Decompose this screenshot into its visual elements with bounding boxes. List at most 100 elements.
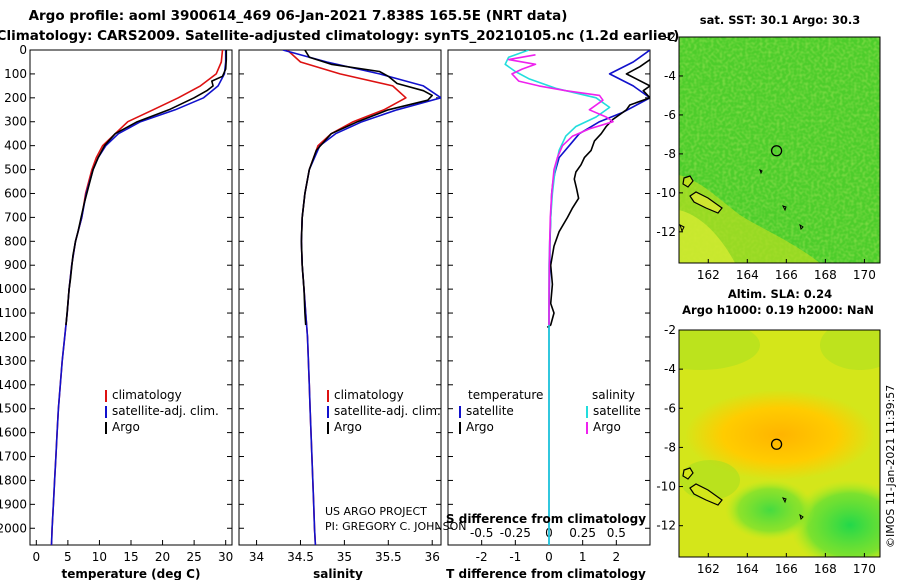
sla-map-axes: 162 164 166 168 170 -2 -4 -6 -8 -10 -12 [656, 323, 875, 576]
x-tick-label: 34.5 [287, 550, 314, 564]
series-line [50, 50, 227, 545]
x-tick-label: 15 [123, 550, 138, 564]
y-tick-label: 1500 [0, 402, 27, 416]
map-y-tick-label: -8 [664, 440, 676, 454]
y-tick-label: 700 [4, 210, 27, 224]
y-tick-label: 1900 [0, 497, 27, 511]
map-x-tick-label: 166 [775, 562, 798, 576]
difference-legend: temperature salinity satellite Argo sate… [459, 388, 641, 434]
legend-s-satellite-label: satellite [593, 404, 641, 418]
y-tick-label: 400 [4, 139, 27, 153]
series-line [507, 54, 614, 325]
pi-credit: PI: GREGORY C. JOHNSON [325, 520, 466, 533]
x-tick-label: 20 [155, 550, 170, 564]
series-line [300, 50, 433, 326]
y-tick-label: 300 [4, 115, 27, 129]
x-tick-label: -1 [509, 550, 521, 564]
s-difference-label: S difference from climatology [446, 512, 646, 526]
y-tick-label: 1600 [0, 426, 27, 440]
s-tick-label: 0.5 [607, 526, 626, 540]
x-tick-label: 1 [579, 550, 587, 564]
map-y-tick-label: -12 [656, 225, 676, 239]
x-tick-label: 5 [64, 550, 72, 564]
x-tick-label: 0 [32, 550, 40, 564]
map-y-tick-label: -4 [664, 69, 676, 83]
sla-map: Altim. SLA: 0.24 Argo h1000: 0.19 h2000:… [656, 287, 881, 576]
difference-axes: -2 -1 0 1 2-0.5 -0.25 0 0.25 0.5 [448, 49, 650, 564]
legend-argo-label: Argo [112, 420, 140, 434]
salinity-xlabel: salinity [313, 567, 363, 580]
x-tick-label: 0 [545, 550, 553, 564]
map-y-tick-label: -12 [656, 519, 676, 533]
argo-float-marker [770, 145, 783, 157]
map-y-tick-label: -2 [664, 30, 676, 44]
sst-map-axes: 162 164 166 168 170 -2 -4 -6 -8 -10 -12 [656, 30, 875, 282]
map-x-tick-label: 164 [736, 562, 759, 576]
series-line [282, 50, 441, 545]
map-x-tick-label: 168 [814, 562, 837, 576]
y-tick-label: 100 [4, 67, 27, 81]
sla-map-subtitle: Argo h1000: 0.19 h2000: NaN [682, 303, 874, 317]
x-tick-label: 35 [337, 550, 352, 564]
map-y-tick-label: -8 [664, 147, 676, 161]
map-x-tick-label: 166 [775, 268, 798, 282]
map-y-tick-label: -6 [664, 401, 676, 415]
difference-lines [504, 50, 650, 545]
series-line [546, 58, 650, 329]
figure-title-line2: Climatology: CARS2009. Satellite-adjuste… [0, 28, 679, 44]
y-tick-label: 500 [4, 163, 27, 177]
y-tick-label: 1200 [0, 330, 27, 344]
map-y-tick-label: -6 [664, 108, 676, 122]
map-x-tick-label: 164 [736, 268, 759, 282]
series-line [548, 50, 650, 545]
y-tick-label: 2000 [0, 521, 27, 535]
s-tick-label: -0.5 [470, 526, 493, 540]
salinity-legend: climatology satellite-adj. clim. Argo [327, 388, 441, 434]
map-x-tick-label: 162 [697, 268, 720, 282]
legend-argo-label: Argo [334, 420, 362, 434]
salinity-axes: 34 34.5 35 35.5 36 [239, 49, 441, 564]
legend-temperature-title: temperature [468, 388, 543, 402]
sla-map-frame [678, 329, 881, 558]
legend-satellite-label: satellite-adj. clim. [334, 404, 441, 418]
y-tick-label: 800 [4, 234, 27, 248]
s-tick-label: 0.25 [569, 526, 596, 540]
x-tick-label: 30 [218, 550, 233, 564]
x-tick-label: 35.5 [375, 550, 402, 564]
argo-float-marker [770, 438, 783, 450]
sst-map: sat. SST: 30.1 Argo: 30.3 162 164 166 168 17… [656, 13, 881, 282]
difference-xlabel: T difference from climatology [446, 567, 646, 580]
legend-climatology-label: climatology [112, 388, 182, 402]
s-tick-label: -0.25 [500, 526, 531, 540]
legend-t-argo-label: Argo [466, 420, 494, 434]
sst-map-title: sat. SST: 30.1 Argo: 30.3 [700, 13, 860, 27]
temperature-axes: 0 5 10 15 20 25 300100200300400500600700800900… [0, 43, 233, 564]
legend-t-satellite-label: satellite [466, 404, 514, 418]
y-tick-label: 200 [4, 91, 27, 105]
sla-map-field [679, 330, 880, 557]
map-y-tick-label: -4 [664, 362, 676, 376]
y-tick-label: 1400 [0, 378, 27, 392]
x-tick-label: 36 [425, 550, 440, 564]
x-tick-label: 2 [613, 550, 621, 564]
series-line [65, 50, 228, 326]
temperature-legend: climatology satellite-adj. clim. Argo [105, 388, 219, 434]
map-x-tick-label: 170 [853, 562, 876, 576]
map-y-tick-label: -2 [664, 323, 676, 337]
y-tick-label: 600 [4, 186, 27, 200]
sst-map-field [679, 37, 880, 263]
map-y-tick-label: -10 [656, 480, 676, 494]
temperature-lines [50, 50, 228, 545]
x-tick-label: 25 [186, 550, 201, 564]
y-tick-label: 0 [19, 43, 27, 57]
imos-credit: ©IMOS 11-Jan-2021 11:39:57 [884, 385, 897, 548]
legend-s-argo-label: Argo [593, 420, 621, 434]
y-tick-label: 1000 [0, 282, 27, 296]
salinity-lines [282, 50, 441, 545]
legend-climatology-label: climatology [334, 388, 404, 402]
sst-map-frame [678, 36, 881, 264]
x-tick-label: 10 [92, 550, 107, 564]
figure-title-line1: Argo profile: aoml 3900614_469 06-Jan-20… [29, 8, 568, 24]
salinity-panel-frame [238, 49, 442, 546]
